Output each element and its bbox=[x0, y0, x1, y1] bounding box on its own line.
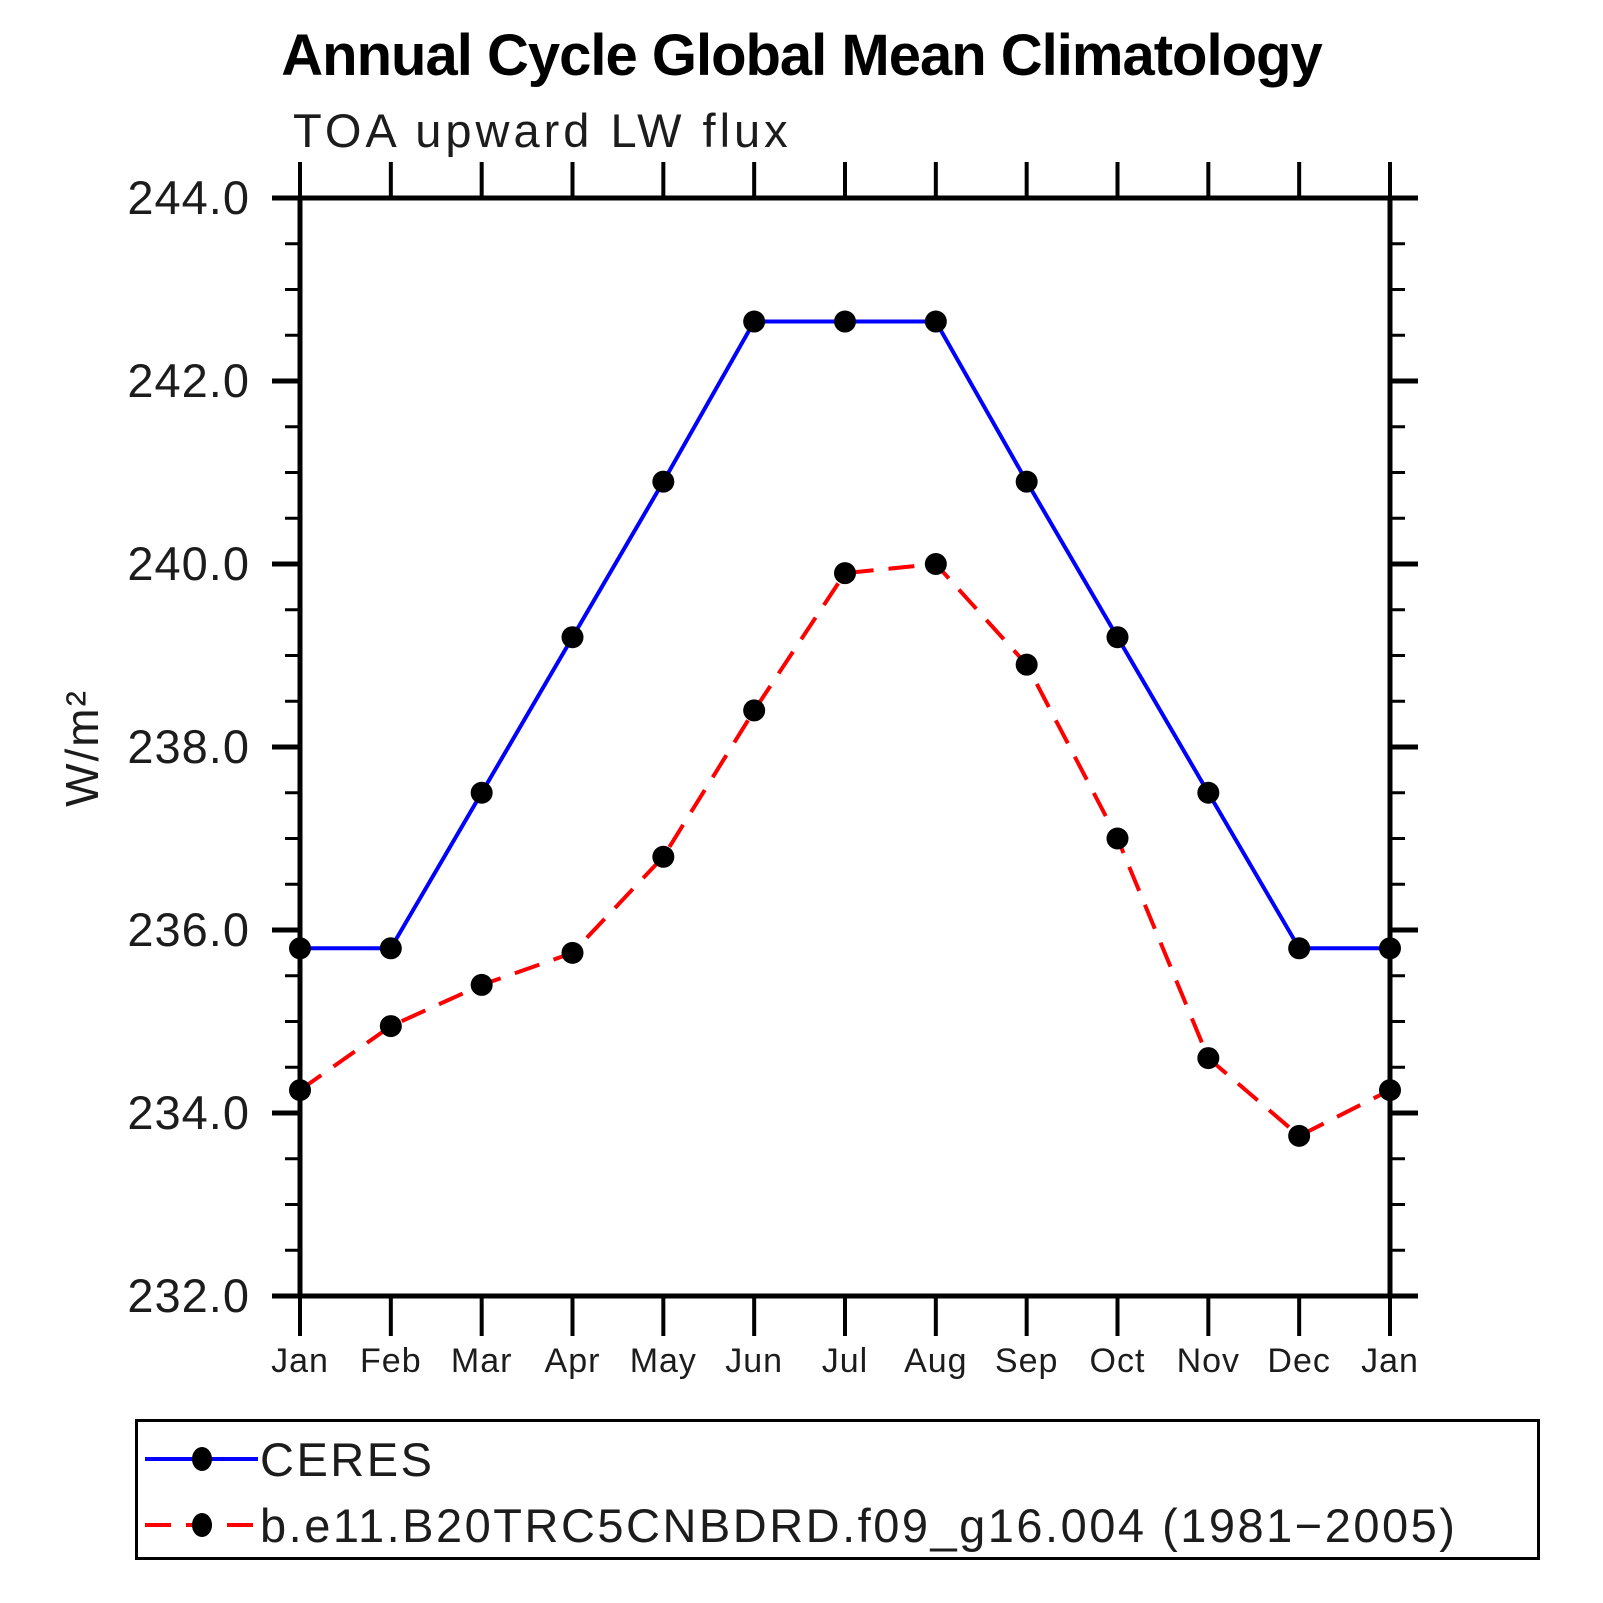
chart-subtitle: TOA upward LW flux bbox=[293, 104, 792, 157]
x-tick-label: Feb bbox=[360, 1342, 422, 1380]
legend-dashed-line-sample bbox=[145, 1513, 258, 1537]
legend-label-ceres: CERES bbox=[260, 1432, 435, 1486]
data-point bbox=[1015, 653, 1038, 676]
legend-entry-ceres: CERES bbox=[140, 1426, 434, 1492]
data-point bbox=[743, 310, 766, 333]
data-point bbox=[1197, 781, 1220, 804]
y-tick-label: 238.0 bbox=[127, 720, 250, 773]
legend-marker-dot bbox=[192, 1513, 212, 1537]
chart-title: Annual Cycle Global Mean Climatology bbox=[281, 23, 1322, 88]
series-markers-1 bbox=[289, 553, 1401, 1147]
x-tick-label: May bbox=[630, 1342, 697, 1380]
series-markers-0 bbox=[289, 310, 1401, 960]
series-line-1 bbox=[298, 561, 1391, 1139]
legend-box: CERES b.e11.B20TRC5CNBDRD.f09_g16.004 (1… bbox=[135, 1419, 1540, 1560]
x-tick-label: Jun bbox=[725, 1342, 783, 1380]
y-tick-label: 240.0 bbox=[127, 537, 250, 590]
data-point bbox=[1106, 626, 1129, 649]
x-tick-label: Jul bbox=[822, 1342, 868, 1380]
data-point bbox=[1015, 470, 1038, 493]
data-point bbox=[379, 937, 402, 960]
data-point bbox=[470, 781, 493, 804]
data-point bbox=[1379, 937, 1401, 960]
data-point bbox=[652, 470, 675, 493]
legend-marker-dot bbox=[192, 1447, 212, 1471]
data-point bbox=[743, 699, 766, 722]
x-axis-ticks bbox=[298, 162, 1392, 1336]
x-tick-label: Sep bbox=[995, 1342, 1059, 1380]
x-tick-label: Jan bbox=[1361, 1342, 1419, 1380]
x-tick-labels: Jan Feb Mar Apr May Jun Jul Aug Sep Oct Nov Dec Jan bbox=[271, 1342, 1419, 1380]
data-point bbox=[1106, 827, 1129, 850]
x-tick-label: Aug bbox=[904, 1342, 968, 1380]
x-tick-label: Jan bbox=[271, 1342, 329, 1380]
y-tick-label: 232.0 bbox=[127, 1269, 250, 1322]
data-point bbox=[561, 941, 584, 964]
data-point bbox=[289, 937, 311, 960]
x-tick-label: Dec bbox=[1267, 1342, 1330, 1380]
data-point bbox=[1288, 1124, 1311, 1147]
series-line-0 bbox=[300, 319, 1390, 951]
data-point bbox=[652, 845, 675, 868]
data-point bbox=[924, 553, 947, 575]
axis-frame bbox=[297, 195, 1393, 1299]
y-tick-label: 236.0 bbox=[127, 903, 250, 956]
y-tick-label: 244.0 bbox=[127, 171, 250, 224]
data-point bbox=[1379, 1079, 1401, 1102]
data-point bbox=[561, 626, 584, 649]
x-tick-label: Oct bbox=[1090, 1342, 1146, 1380]
y-tick-labels: 244.0 242.0 240.0 238.0 236.0 234.0 232.0 bbox=[127, 171, 250, 1322]
x-tick-label: Mar bbox=[451, 1342, 513, 1380]
y-tick-label: 234.0 bbox=[127, 1086, 250, 1139]
data-point bbox=[834, 562, 856, 585]
x-tick-label: Apr bbox=[545, 1342, 601, 1380]
y-axis-ticks bbox=[272, 195, 1418, 1299]
data-point bbox=[1197, 1047, 1220, 1070]
data-point bbox=[379, 1015, 402, 1038]
x-tick-label: Nov bbox=[1177, 1342, 1240, 1380]
data-point bbox=[470, 973, 493, 996]
data-point bbox=[924, 310, 947, 333]
legend-entry-model: b.e11.B20TRC5CNBDRD.f09_g16.004 (1981−20… bbox=[140, 1492, 1457, 1558]
data-point bbox=[834, 310, 856, 333]
legend-solid-line-sample bbox=[145, 1447, 258, 1471]
data-point bbox=[289, 1079, 311, 1102]
legend-label-model: b.e11.B20TRC5CNBDRD.f09_g16.004 (1981−20… bbox=[260, 1498, 1458, 1552]
data-point bbox=[1288, 937, 1311, 960]
y-tick-label: 242.0 bbox=[127, 354, 250, 407]
